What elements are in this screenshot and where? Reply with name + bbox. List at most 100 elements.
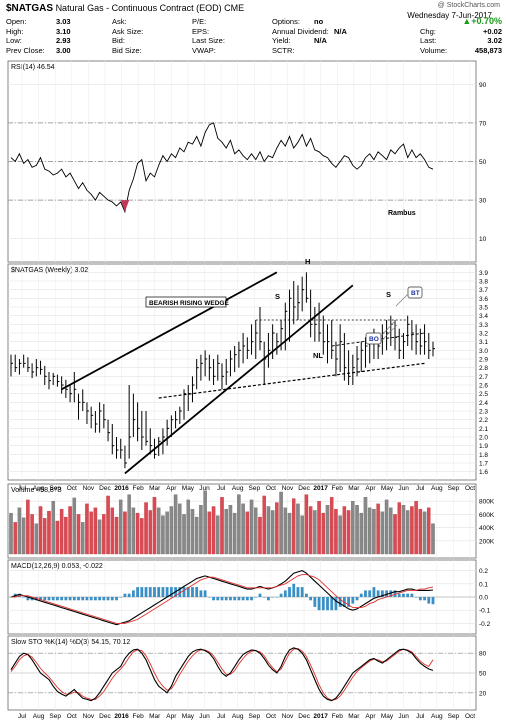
volume-bar: [34, 523, 39, 555]
y-tick-label: 2.3: [479, 409, 488, 416]
y-tick-label: 1.8: [479, 452, 488, 459]
field-label: Yield:: [272, 36, 291, 45]
y-tick-label: 3.9: [479, 270, 488, 277]
field-label: Volume:: [420, 45, 448, 55]
macd-histogram-bar: [51, 597, 55, 601]
quote-field: Ask Size:: [112, 27, 192, 37]
quote-field: SCTR:: [272, 46, 382, 56]
breakout-pointer: [380, 324, 398, 342]
x-tick-label: Sep: [249, 485, 261, 492]
volume-bar: [224, 508, 228, 555]
macd-histogram-bar: [191, 587, 194, 597]
y-tick-label: 70: [479, 120, 487, 127]
volume-bar: [414, 501, 418, 555]
y-tick-label: 30: [479, 198, 487, 205]
volume-bar: [384, 499, 389, 555]
macd-histogram-bar: [89, 597, 93, 601]
x-tick-label: Apr: [166, 485, 177, 492]
x-tick-label: Feb: [332, 485, 344, 492]
macd-histogram-bar: [406, 593, 410, 597]
macd-histogram-bar: [77, 597, 80, 601]
volume-bar: [165, 511, 169, 555]
macd-histogram-bar: [262, 597, 266, 598]
field-value: 458,873: [474, 45, 502, 55]
x-tick-label: Mar: [348, 485, 360, 492]
volume-bar: [258, 516, 262, 555]
macd-histogram-bar: [283, 590, 287, 597]
volume-bar: [51, 501, 55, 555]
field-label: SCTR:: [272, 45, 295, 55]
macd-histogram-bar: [72, 597, 76, 601]
x-tick-label: Sep: [49, 485, 61, 492]
stoch-d-line: [10, 648, 434, 701]
volume-bar: [275, 502, 279, 555]
volume-bar: [17, 507, 22, 555]
field-label: Last:: [420, 36, 437, 45]
volume-bar: [351, 501, 355, 555]
volume-bar: [313, 510, 317, 555]
macd-histogram-bar: [140, 587, 144, 597]
macd-histogram-bar: [271, 597, 275, 598]
macd-histogram-bar: [144, 587, 148, 597]
volume-bar: [334, 508, 338, 555]
x-tick-label: Mar: [149, 713, 161, 720]
field-value: 3.03: [56, 17, 71, 26]
x-tick-label: Sep: [49, 713, 61, 720]
macd-histogram-bar: [169, 587, 173, 597]
volume-bar: [68, 506, 72, 555]
volume-bar: [380, 511, 385, 555]
panel-legend: Slow STO %K(14) %D(3) 54.15, 70.12: [11, 639, 130, 646]
volume-bar: [203, 490, 207, 555]
volume-bar: [321, 512, 326, 555]
macd-histogram-bar: [347, 597, 350, 607]
macd-histogram-bar: [385, 590, 388, 597]
volume-bar: [9, 512, 13, 555]
macd-histogram-bar: [393, 590, 397, 597]
quote-row: Low: 2.93: [6, 36, 71, 46]
macd-histogram-bar: [178, 587, 182, 597]
macd-histogram-bar: [317, 597, 321, 611]
y-tick-label: 50: [479, 159, 487, 166]
quote-field: Last Size:: [192, 36, 272, 46]
macd-histogram-bar: [334, 597, 338, 611]
volume-bar: [190, 508, 195, 555]
macd-histogram-bar: [153, 587, 156, 597]
macd-histogram-bar: [115, 597, 118, 601]
macd-histogram-bar: [216, 597, 220, 601]
y-tick-label: 2.6: [479, 383, 488, 390]
volume-bar: [346, 510, 351, 555]
x-tick-label: Feb: [133, 485, 145, 492]
volume-bar: [254, 507, 258, 555]
x-tick-label: Aug: [33, 713, 45, 720]
quote-row: High: 3.10: [6, 27, 71, 37]
macd-histogram-bar: [402, 593, 405, 597]
volume-bar: [279, 491, 283, 555]
volume-bar: [304, 494, 309, 555]
macd-histogram-bar: [26, 597, 30, 601]
quote-field: EPS:: [192, 27, 272, 37]
field-label: Chg:: [420, 26, 436, 36]
backtest-pointer: [395, 293, 409, 307]
x-tick-label: May: [381, 485, 394, 492]
y-tick-label: 2.4: [479, 400, 488, 407]
volume-bar: [338, 515, 342, 555]
macd-histogram-bar: [43, 597, 47, 601]
volume-bar: [38, 506, 43, 555]
macd-histogram-bar: [275, 597, 279, 598]
volume-bar: [427, 507, 431, 555]
volume-bar: [367, 507, 372, 555]
volume-bar: [186, 499, 190, 555]
quote-date: Wednesday 7-Jun-2017: [407, 11, 492, 20]
x-tick-label: Oct: [266, 485, 276, 492]
macd-histogram-bar: [292, 583, 296, 597]
volume-bar: [228, 505, 233, 555]
rsi-line: [10, 122, 434, 214]
y-tick-label: 0.1: [479, 581, 488, 588]
breakout-label: BO: [369, 336, 379, 343]
field-label: Ask:: [112, 17, 127, 26]
field-label: Annual Dividend:: [272, 26, 329, 36]
volume-bar: [64, 516, 68, 555]
field-value: N/A: [314, 36, 327, 45]
x-tick-label: May: [381, 713, 394, 720]
stoch-k-line: [10, 647, 434, 702]
